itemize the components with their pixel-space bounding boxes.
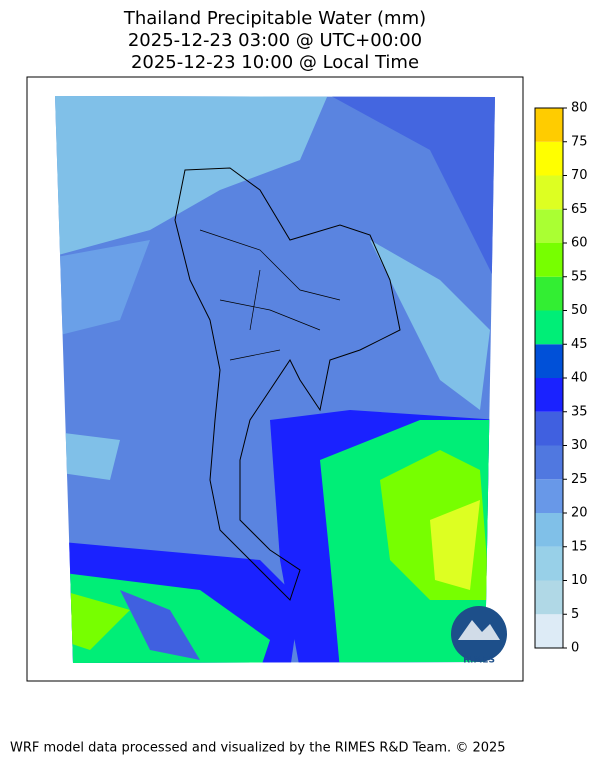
colorbar-tick-label: 70 (571, 168, 588, 183)
colorbar-band (535, 175, 563, 210)
colorbar-tick-label: 75 (571, 134, 588, 149)
colorbar-band (535, 546, 563, 581)
colorbar-band (535, 209, 563, 243)
logo-text: RIMES (463, 656, 495, 666)
colorbar-band (535, 243, 563, 277)
colorbar-band (535, 445, 563, 480)
colorbar-band (535, 276, 563, 311)
colorbar-band (535, 378, 563, 412)
colorbar-tick-label: 40 (571, 371, 588, 386)
colorbar-tick-label: 20 (571, 506, 588, 521)
colorbar-tick-label: 35 (571, 404, 588, 419)
colorbar-tick-label: 25 (571, 472, 588, 487)
title-line: 2025-12-23 03:00 @ UTC+00:00 (128, 30, 422, 51)
colorbar-tick-label: 15 (571, 539, 588, 554)
colorbar-tick-label: 50 (571, 303, 588, 318)
colorbar-band (535, 108, 563, 142)
colorbar-band (535, 141, 563, 176)
colorbar-band (535, 479, 563, 513)
footer: WRF model data processed and visualized … (10, 741, 506, 756)
colorbar-band (535, 513, 563, 547)
colorbar-band (535, 310, 563, 345)
colorbar-tick-label: 45 (571, 337, 588, 352)
colorbar-band (535, 614, 563, 648)
title-line: 2025-12-23 10:00 @ Local Time (131, 52, 419, 73)
colorbar-tick-label: 55 (571, 269, 588, 284)
colorbar-tick-label: 5 (571, 607, 579, 622)
colorbar-band (535, 344, 563, 378)
colorbar-tick-label: 0 (571, 641, 579, 656)
map: RIMES (55, 96, 507, 666)
colorbar: 0 5 10 15 20 25 30 35 40 45 50 55 60 65 70 75 80 (534, 101, 588, 656)
colorbar-tick-label: 80 (571, 101, 588, 116)
colorbar-band (535, 411, 563, 446)
colorbar-tick-label: 60 (571, 236, 588, 251)
title-line: Thailand Precipitable Water (mm) (123, 8, 426, 29)
colorbar-tick-label: 65 (571, 202, 588, 217)
colorbar-tick-label: 10 (571, 573, 588, 588)
colorbar-band (535, 580, 563, 615)
colorbar-tick-label: 30 (571, 438, 588, 453)
